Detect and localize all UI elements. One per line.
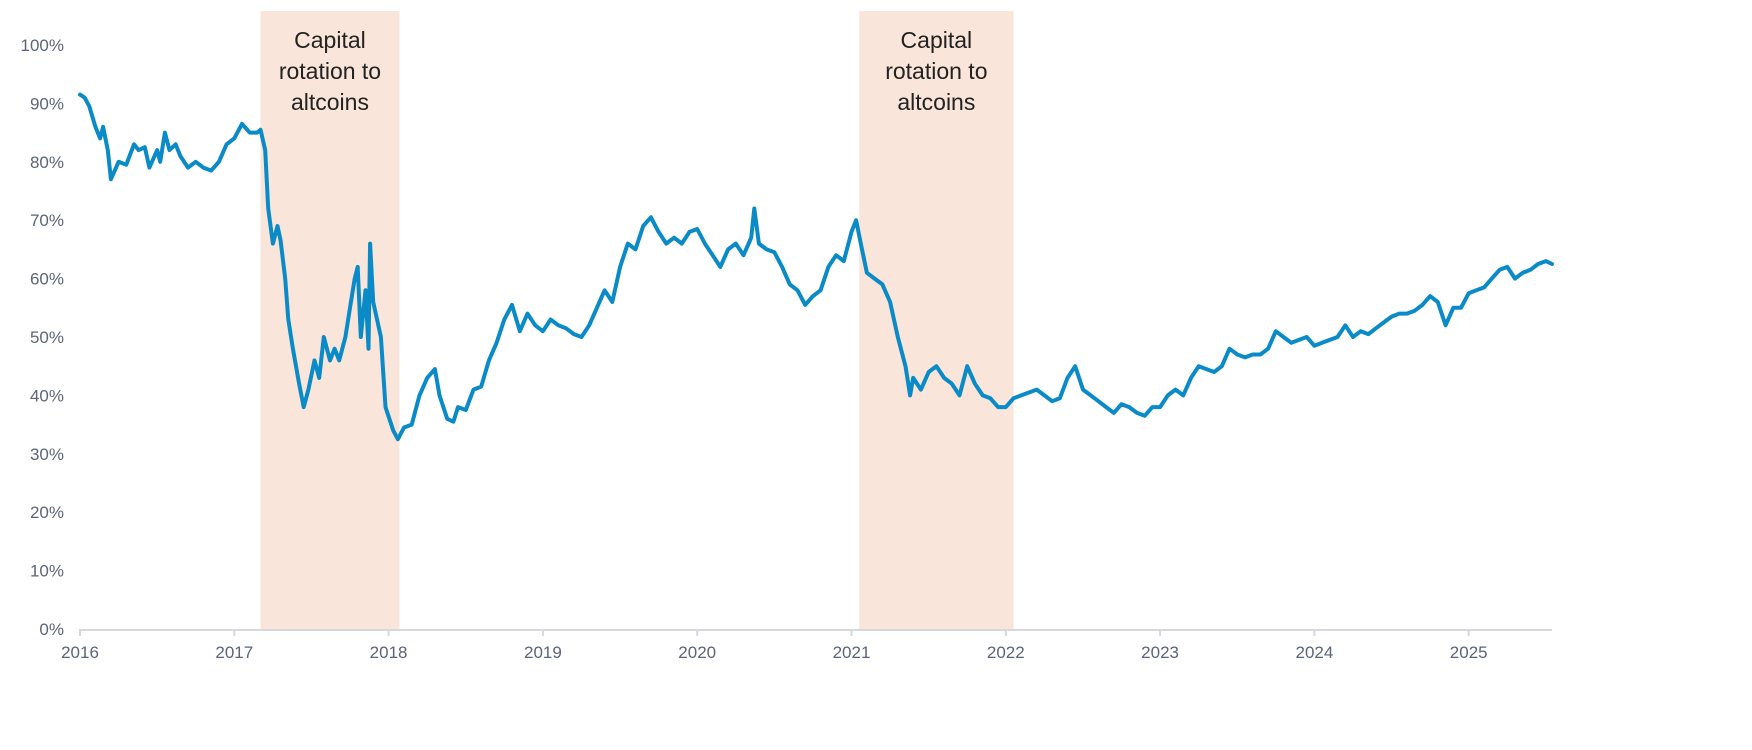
annotation-label: rotation to [279, 58, 381, 84]
annotation-label: Capital [901, 27, 973, 53]
annotation-label: rotation to [885, 58, 987, 84]
x-tick-label: 2022 [987, 643, 1025, 662]
x-tick-label: 2019 [524, 643, 562, 662]
y-tick-label: 100% [21, 36, 64, 55]
y-axis: 0% 10% 20% 30% 40% 50% 60% 70% 80% 90% 100% [21, 36, 64, 639]
y-tick-label: 40% [30, 386, 64, 405]
y-tick-label: 20% [30, 503, 64, 522]
y-tick-label: 30% [30, 445, 64, 464]
x-tick-label: 2016 [61, 643, 99, 662]
x-tick-label: 2023 [1141, 643, 1179, 662]
annotations: Capital rotation to altcoins Capital rotatio… [279, 27, 988, 115]
series-line [78, 92, 1554, 442]
x-axis: 2016 2017 2018 2019 2020 2021 2022 2023 2024 2025 [61, 629, 1552, 662]
y-tick-label: 60% [30, 270, 64, 289]
x-tick-label: 2024 [1295, 643, 1333, 662]
y-tick-label: 80% [30, 153, 64, 172]
annotation-label: altcoins [897, 89, 975, 115]
y-tick-label: 10% [30, 562, 64, 581]
x-tick-label: 2018 [370, 643, 408, 662]
x-tick-label: 2021 [833, 643, 871, 662]
annotation-label: altcoins [291, 89, 369, 115]
shaded-region [859, 11, 1014, 629]
annotation-label: Capital [294, 27, 366, 53]
y-tick-label: 0% [39, 620, 64, 639]
y-tick-label: 90% [30, 94, 64, 113]
x-tick-label: 2017 [215, 643, 253, 662]
y-tick-label: 50% [30, 328, 64, 347]
y-tick-label: 70% [30, 211, 64, 230]
x-tick-label: 2025 [1450, 643, 1488, 662]
x-tick-label: 2020 [678, 643, 716, 662]
